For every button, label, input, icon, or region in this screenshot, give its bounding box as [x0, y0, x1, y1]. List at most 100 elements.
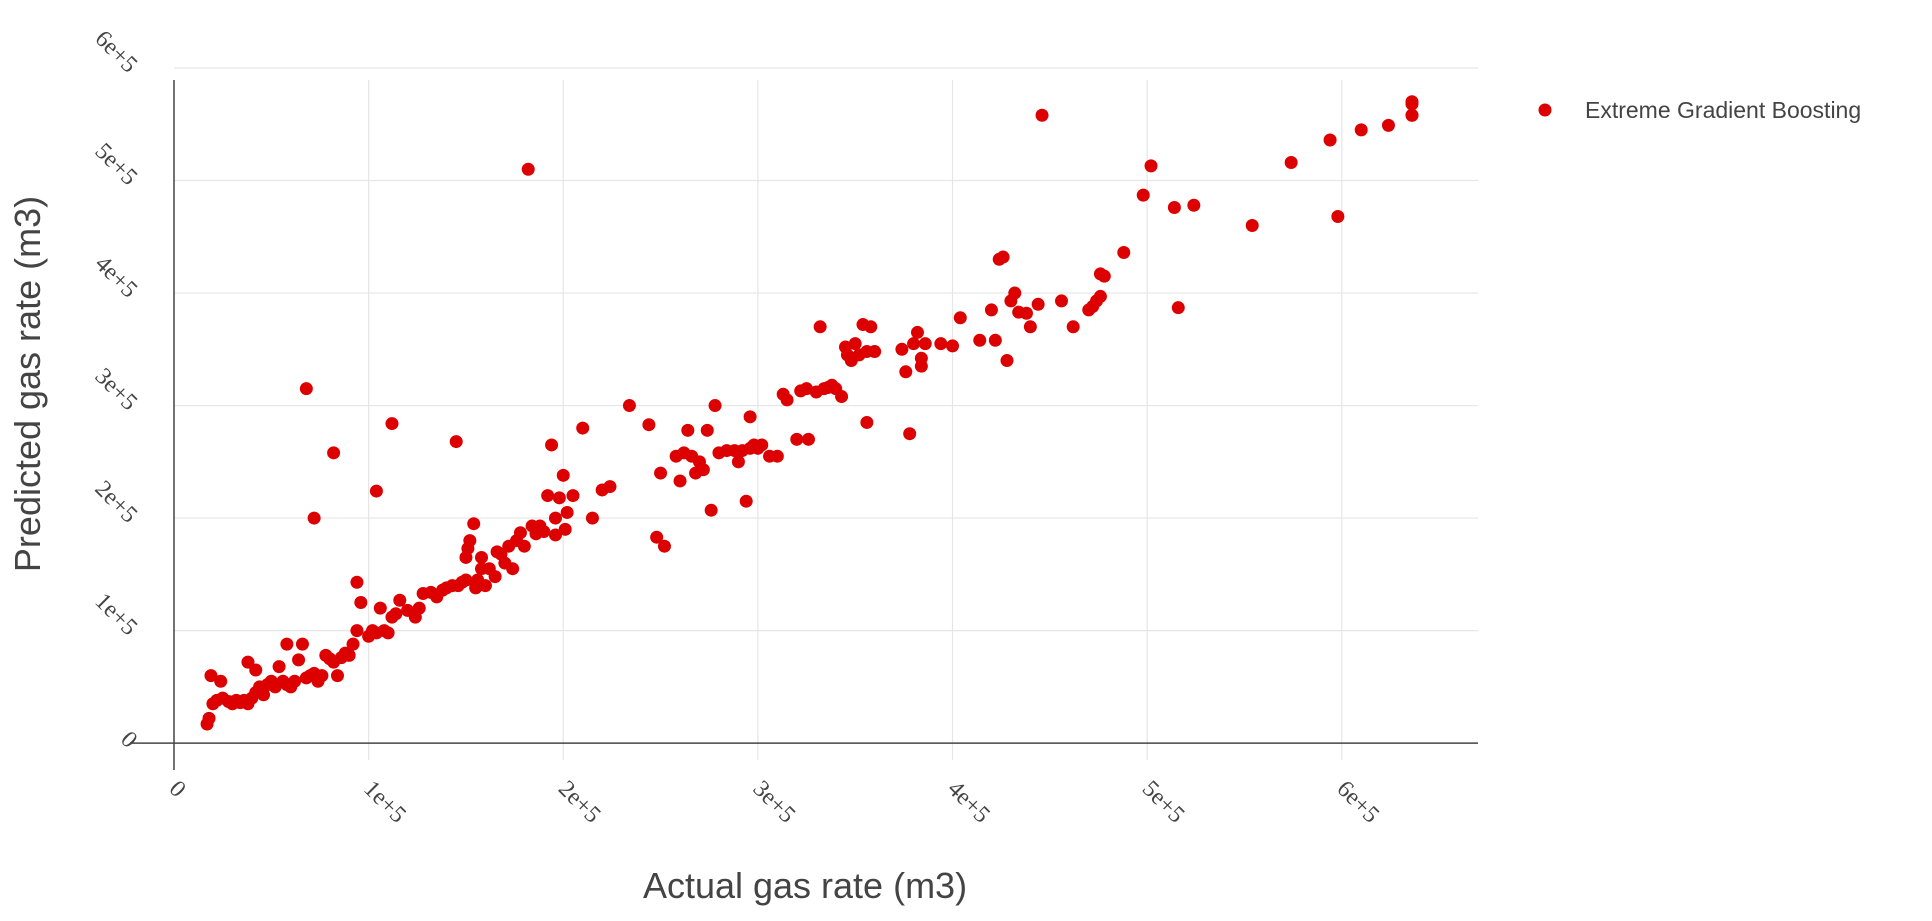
data-point	[346, 637, 360, 651]
data-point	[739, 494, 753, 508]
data-points	[200, 95, 1419, 731]
data-point	[560, 505, 574, 519]
data-point	[1331, 210, 1345, 224]
data-point	[1000, 354, 1014, 368]
data-point	[899, 365, 913, 379]
data-point	[1167, 201, 1181, 215]
data-point	[1405, 108, 1419, 122]
data-point	[537, 525, 551, 539]
data-point	[330, 669, 344, 683]
data-point	[907, 337, 921, 351]
data-point	[696, 463, 710, 477]
data-point	[585, 511, 599, 525]
data-point	[506, 562, 520, 576]
data-point	[280, 637, 294, 651]
data-point	[673, 474, 687, 488]
data-point	[558, 522, 572, 536]
data-point	[1035, 108, 1049, 122]
data-point	[202, 711, 216, 725]
data-point	[743, 410, 757, 424]
data-point	[354, 595, 368, 609]
data-point	[1405, 95, 1419, 109]
data-point	[552, 491, 566, 505]
data-point	[654, 466, 668, 480]
data-point	[988, 333, 1002, 347]
data-point	[642, 418, 656, 432]
data-point	[953, 311, 967, 325]
data-point	[1323, 133, 1337, 147]
data-point	[918, 337, 932, 351]
data-point	[350, 575, 364, 589]
data-point	[700, 423, 714, 437]
data-point	[369, 484, 383, 498]
data-point	[249, 663, 263, 677]
data-point	[463, 534, 477, 548]
data-point	[342, 648, 356, 662]
data-point	[1136, 188, 1150, 202]
data-point	[650, 530, 664, 544]
data-point	[272, 660, 286, 674]
data-point	[903, 427, 917, 441]
legend-marker	[1538, 103, 1552, 117]
data-point	[895, 342, 909, 356]
data-point	[934, 337, 948, 351]
data-point	[996, 250, 1010, 264]
data-point	[381, 626, 395, 640]
data-point	[299, 382, 313, 396]
data-point	[1171, 301, 1185, 315]
data-point	[790, 432, 804, 446]
data-point	[1245, 219, 1259, 233]
data-point	[566, 489, 580, 503]
data-point	[848, 337, 862, 351]
data-point	[1031, 297, 1045, 311]
data-point	[449, 435, 463, 449]
data-point	[521, 162, 535, 176]
data-point	[801, 432, 815, 446]
data-point	[1284, 156, 1298, 170]
data-point	[681, 423, 695, 437]
data-point	[1144, 159, 1158, 173]
data-point	[1117, 246, 1131, 260]
data-point	[1093, 289, 1107, 303]
data-point	[1019, 306, 1033, 320]
data-point	[214, 674, 228, 688]
data-point	[548, 511, 562, 525]
data-point	[1066, 320, 1080, 334]
data-point	[622, 399, 636, 413]
data-point	[475, 550, 489, 564]
data-point	[412, 601, 426, 615]
y-axis-title: Predicted gas rate (m3)	[7, 196, 48, 572]
data-point	[868, 345, 882, 359]
data-point	[835, 390, 849, 404]
data-point	[576, 421, 590, 435]
data-point	[389, 607, 403, 621]
data-point	[350, 624, 364, 638]
axes	[130, 80, 1478, 770]
legend-label: Extreme Gradient Boosting	[1585, 97, 1861, 123]
data-point	[385, 417, 399, 431]
data-point	[780, 393, 794, 407]
data-point	[545, 438, 559, 452]
data-point	[478, 579, 492, 593]
data-point	[813, 320, 827, 334]
data-point	[292, 653, 306, 667]
data-point	[864, 320, 878, 334]
data-point	[984, 303, 998, 317]
data-point	[755, 438, 769, 452]
legend[interactable]: Extreme Gradient Boosting	[1538, 97, 1862, 123]
data-point	[488, 570, 502, 584]
data-point	[467, 517, 481, 531]
data-point	[513, 526, 527, 540]
data-point	[910, 325, 924, 339]
data-point	[704, 503, 718, 517]
data-point	[603, 480, 617, 494]
data-point	[307, 511, 321, 525]
data-point	[295, 637, 309, 651]
data-point	[257, 688, 271, 702]
data-point	[517, 539, 531, 553]
data-point	[914, 359, 928, 373]
x-axis-title: Actual gas rate (m3)	[643, 865, 967, 906]
data-point	[973, 333, 987, 347]
